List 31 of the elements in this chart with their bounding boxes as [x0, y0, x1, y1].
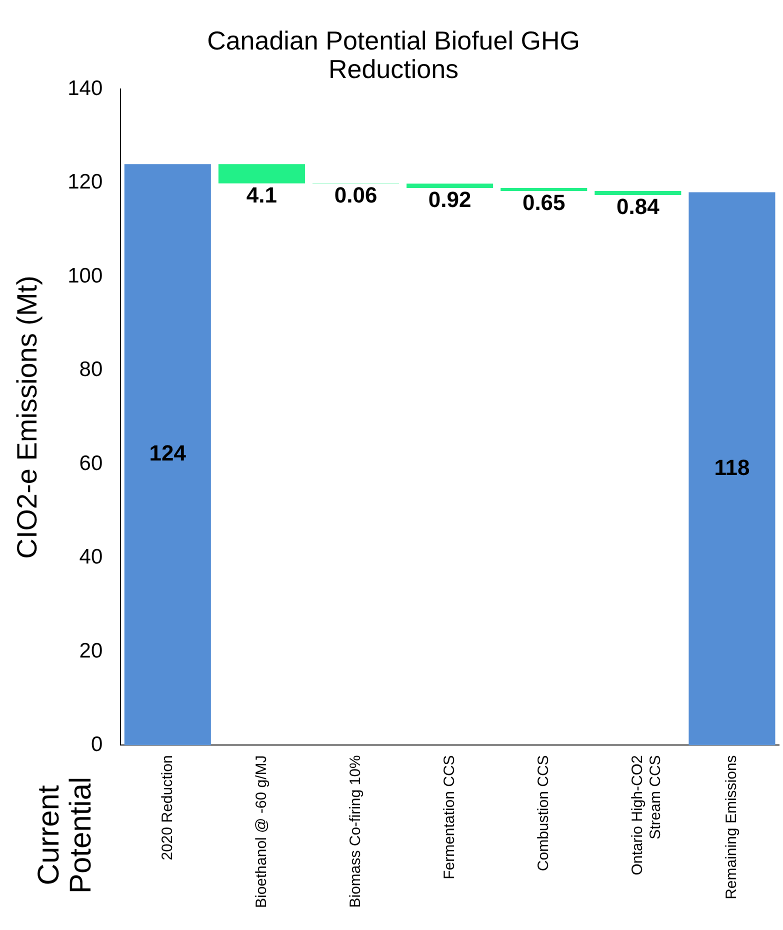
x-tick-label: Fermentation CCS	[440, 755, 458, 880]
bar	[688, 192, 776, 746]
data-label: 4.1	[246, 182, 278, 208]
y-tick-label: 20	[79, 639, 103, 662]
bar	[124, 164, 211, 746]
data-label: 0.92	[428, 187, 472, 212]
data-label: 0.65	[522, 190, 566, 216]
data-label: 0.06	[334, 182, 378, 208]
x-tick-label: Biomass Co-firing 10%	[346, 755, 364, 908]
y-tick-label: 0	[90, 732, 103, 756]
bar	[218, 164, 305, 184]
x-tick-label: Ontario High-CO2 Stream CCS	[629, 755, 664, 876]
data-label: 124	[149, 440, 187, 466]
y-axis-title: CIO2-e Emissions (Mt)	[12, 276, 43, 559]
y-tick-label: 100	[68, 264, 103, 288]
y-tick-label: 120	[68, 170, 103, 194]
bar	[594, 191, 682, 195]
y-tick-label: 40	[79, 546, 103, 569]
x-tick-label: Remaining Emissions	[723, 755, 740, 900]
x-tick-label: Bioethanol @ -60 g/MJ	[252, 755, 270, 908]
y-tick-label: 140	[68, 76, 103, 100]
data-label: 0.84	[616, 194, 660, 220]
x-tick-label: 2020 Reduction	[158, 755, 176, 860]
text: Current Potential	[32, 776, 98, 894]
y-tick-label: 60	[79, 452, 103, 475]
chart-title: Canadian Potential Biofuel GHG Reductions	[207, 25, 580, 84]
y-tick-label: 80	[79, 358, 103, 382]
bar	[500, 188, 588, 192]
bar	[406, 184, 494, 188]
x-tick-label: Combustion CCS	[535, 755, 552, 872]
data-label: 118	[714, 454, 750, 480]
